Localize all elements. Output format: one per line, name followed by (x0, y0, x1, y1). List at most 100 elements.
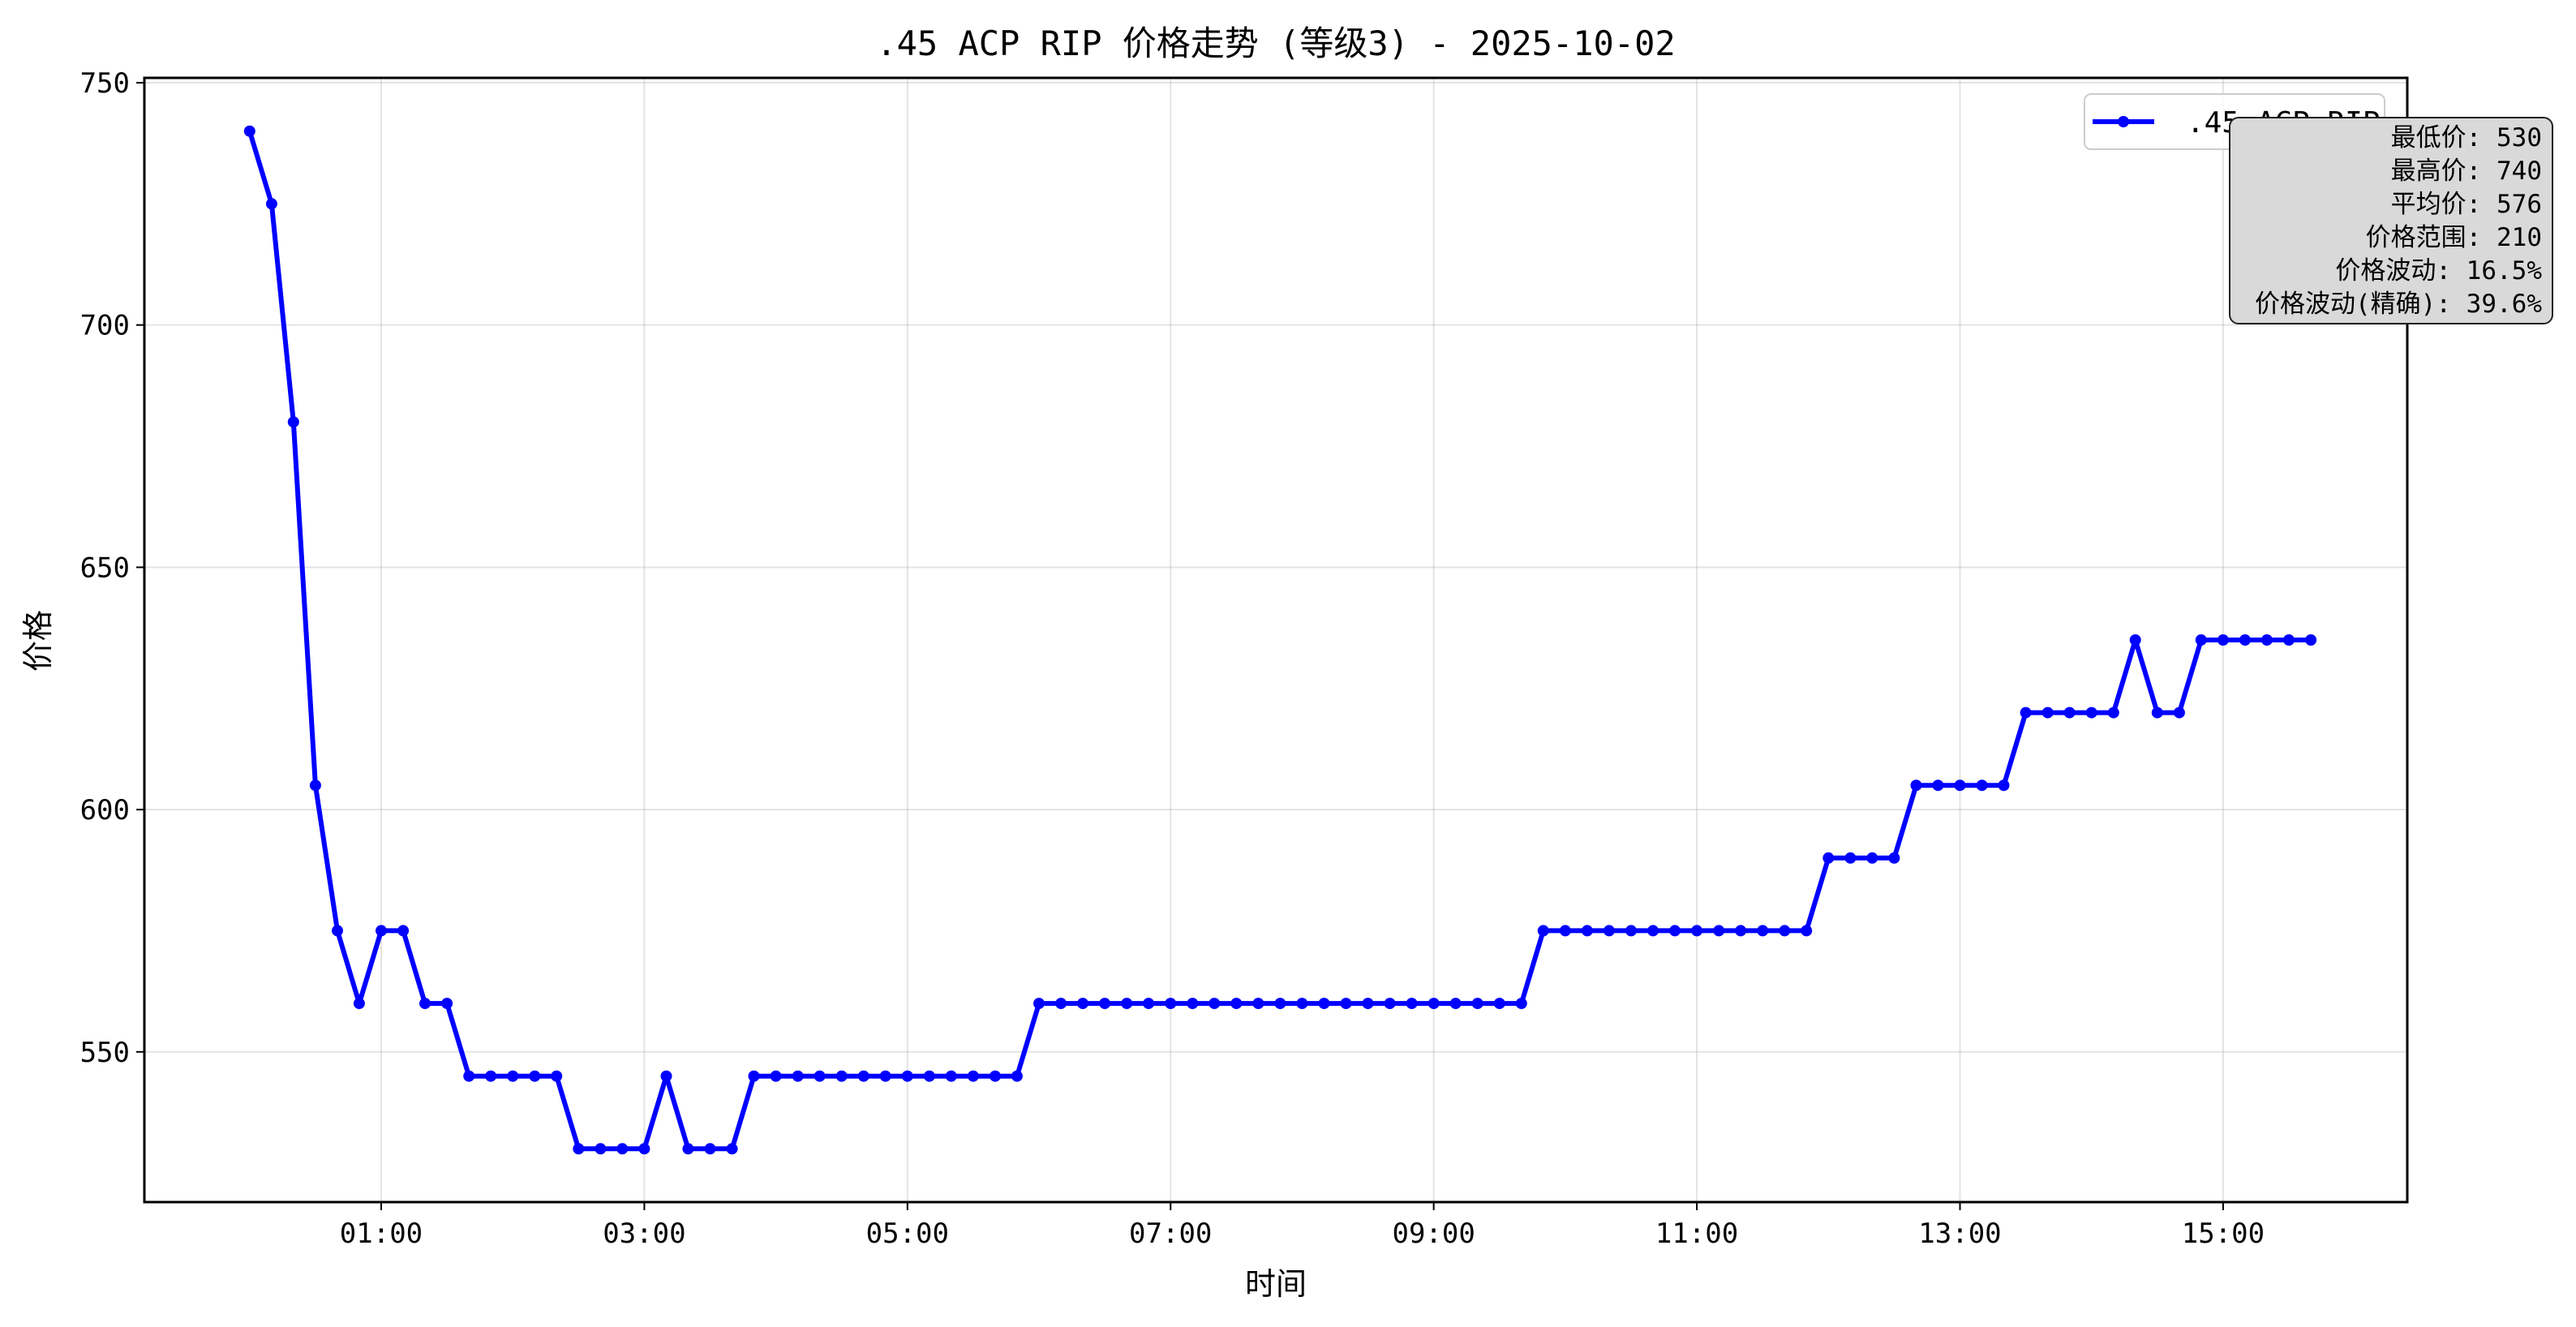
data-point (309, 779, 321, 792)
data-point (1077, 998, 1088, 1010)
chart-title: .45 ACP RIP 价格走势 (等级3) - 2025-10-02 (876, 24, 1675, 63)
data-point (1932, 779, 1944, 792)
data-point (2041, 706, 2054, 719)
data-point (1669, 925, 1681, 937)
data-point (748, 1070, 760, 1082)
stat-max-price: 最高价: 740 (2390, 157, 2542, 186)
data-point (2063, 706, 2076, 719)
data-point (1647, 925, 1659, 937)
data-point (1406, 998, 1418, 1010)
data-point (1165, 998, 1177, 1010)
plot-frame (143, 76, 2409, 1204)
x-tick-label: 03:00 (603, 1217, 685, 1250)
data-point (1537, 925, 1549, 937)
data-point (1033, 998, 1045, 1010)
data-point (990, 1070, 1001, 1082)
data-point (616, 1143, 629, 1155)
x-tick-label: 07:00 (1129, 1217, 1212, 1250)
data-point (1449, 998, 1462, 1010)
data-point (1691, 925, 1703, 937)
legend-marker-swatch (2118, 116, 2129, 127)
data-point (2283, 634, 2295, 646)
data-point (2217, 634, 2229, 646)
data-point (1209, 998, 1221, 1010)
data-point (1318, 998, 1330, 1010)
y-tick-label: 750 (80, 67, 130, 100)
data-point (1844, 852, 1857, 864)
data-point (660, 1070, 672, 1082)
data-point (1428, 998, 1440, 1010)
stat-price-range: 价格范围: 210 (2365, 223, 2542, 252)
data-point (353, 998, 365, 1010)
data-point (1515, 998, 1527, 1010)
y-tick-label: 700 (80, 310, 130, 342)
data-point (2239, 634, 2251, 646)
data-point (1252, 998, 1264, 1010)
data-point (1121, 998, 1133, 1010)
series-layer (243, 125, 2317, 1155)
x-tick-label: 15:00 (2182, 1217, 2265, 1250)
data-point (1998, 779, 2010, 792)
data-point (1340, 998, 1352, 1010)
data-point (1143, 998, 1155, 1010)
data-point (507, 1070, 519, 1082)
data-point (1888, 852, 1900, 864)
data-point (1187, 998, 1199, 1010)
data-point (441, 998, 453, 1010)
data-point (595, 1143, 607, 1155)
data-point (2129, 634, 2141, 646)
data-point (835, 1070, 848, 1082)
data-point (1581, 925, 1593, 937)
stat-volatility: 价格波动: 16.5% (2335, 256, 2542, 286)
data-point (901, 1070, 913, 1082)
stat-avg-price: 平均价: 576 (2390, 190, 2542, 219)
x-tick-label: 09:00 (1392, 1217, 1475, 1250)
data-point (243, 125, 255, 137)
data-point (2260, 634, 2273, 646)
data-point (376, 925, 387, 937)
data-point (1713, 925, 1725, 937)
data-point (2151, 706, 2163, 719)
x-tick-label: 01:00 (340, 1217, 423, 1250)
stat-volatility-precise: 价格波动(精确): 39.6% (2255, 290, 2542, 319)
data-point (1801, 925, 1813, 937)
data-point (726, 1143, 738, 1155)
data-point (1055, 998, 1067, 1010)
x-axis-label: 时间 (1245, 1266, 1307, 1302)
data-point (332, 925, 343, 937)
data-point (1384, 998, 1396, 1010)
data-point (792, 1070, 804, 1082)
data-point (1757, 925, 1769, 937)
data-point (1779, 925, 1791, 937)
y-tick-label: 650 (80, 552, 130, 584)
data-point (551, 1070, 563, 1082)
data-point (704, 1143, 716, 1155)
data-point (2107, 706, 2119, 719)
data-point (1471, 998, 1483, 1010)
y-tick-label: 600 (80, 794, 130, 827)
data-point (1866, 852, 1878, 864)
data-point (2085, 706, 2097, 719)
data-point (1603, 925, 1615, 937)
data-point (1230, 998, 1243, 1010)
data-point (1954, 779, 1966, 792)
data-point (1099, 998, 1111, 1010)
data-point (879, 1070, 891, 1082)
data-point (2305, 634, 2317, 646)
data-point (463, 1070, 475, 1082)
data-point (1976, 779, 1988, 792)
x-tick-label: 13:00 (1918, 1217, 2001, 1250)
data-point (1362, 998, 1374, 1010)
data-point (2173, 706, 2185, 719)
x-tick-label: 11:00 (1655, 1217, 1738, 1250)
data-point (1735, 925, 1747, 937)
data-point (287, 416, 299, 428)
data-point (814, 1070, 826, 1082)
data-point (857, 1070, 869, 1082)
axis-ticks: 550 600 650 700 750 01:00 03:00 05:00 07:00 09:00… (80, 67, 2265, 1250)
data-point (923, 1070, 935, 1082)
data-point (1559, 925, 1571, 937)
y-tick-label: 550 (80, 1037, 130, 1069)
data-point (1011, 1070, 1023, 1082)
